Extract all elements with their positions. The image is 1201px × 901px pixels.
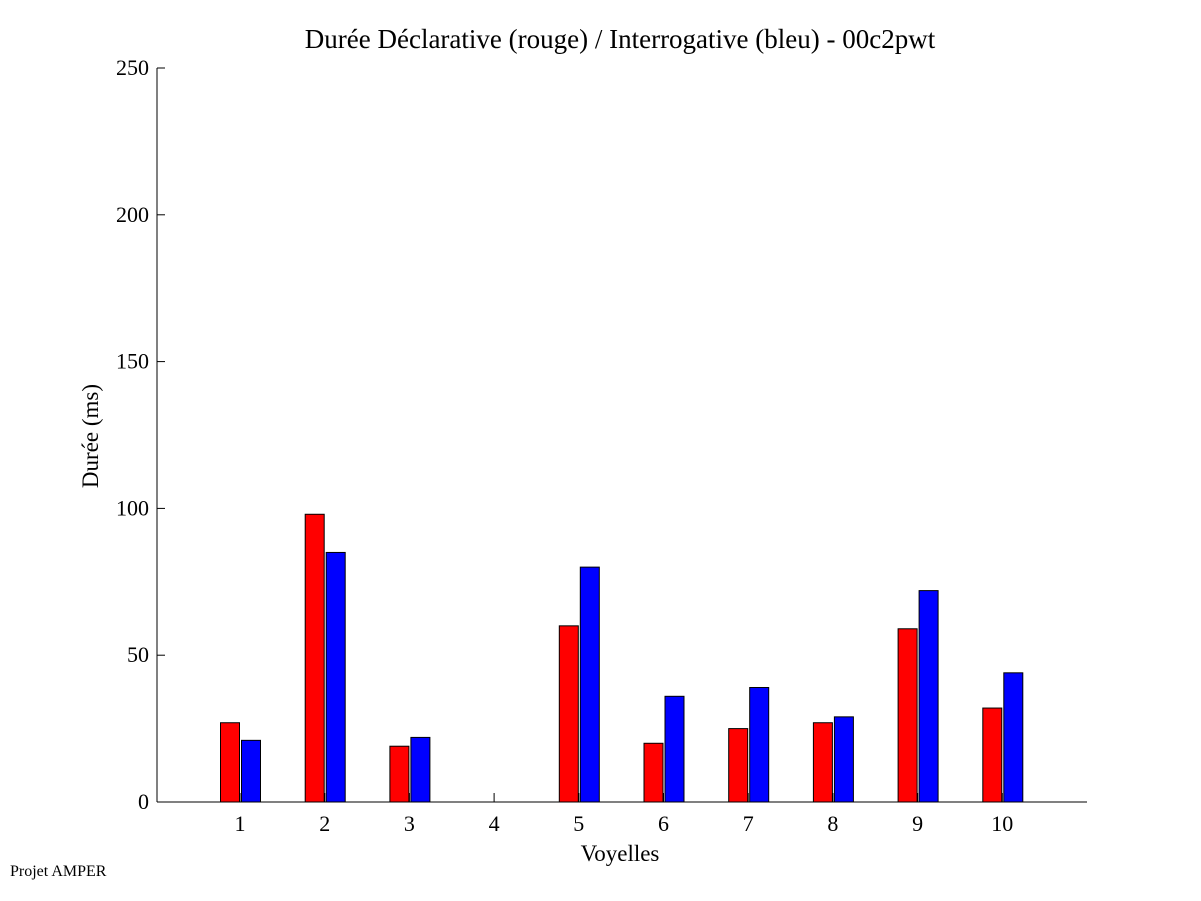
bar-interrogative xyxy=(241,739,261,803)
y-tick-label: 250 xyxy=(116,55,149,80)
bar-declarative xyxy=(220,722,240,803)
bar-declarative xyxy=(728,728,749,803)
bar-interrogative xyxy=(410,736,431,803)
y-tick-label: 200 xyxy=(116,202,149,227)
x-tick-label: 10 xyxy=(991,811,1013,836)
x-tick-label: 3 xyxy=(404,811,415,836)
x-tick-label: 2 xyxy=(319,811,330,836)
bar-declarative xyxy=(982,707,1003,803)
x-axis-label: Voyelles xyxy=(581,841,660,866)
bar-declarative xyxy=(812,722,833,803)
plot-area: 0 50 100 150 200 250 1 2 3 4 5 6 7 8 9 10 xyxy=(116,55,1087,836)
y-tick-label: 0 xyxy=(138,789,149,814)
x-tick-label: 1 xyxy=(235,811,246,836)
bar-interrogative xyxy=(749,686,770,803)
bar-declarative xyxy=(558,625,579,803)
x-tick-label: 8 xyxy=(827,811,838,836)
y-axis-label: Durée (ms) xyxy=(78,384,103,488)
x-tick-label: 6 xyxy=(658,811,669,836)
x-tick-label: 9 xyxy=(912,811,923,836)
y-tick-label: 100 xyxy=(116,495,149,520)
bar-declarative xyxy=(643,742,664,803)
bar-interrogative xyxy=(918,590,939,803)
x-tick-label: 4 xyxy=(489,811,500,836)
y-tick-label: 50 xyxy=(127,642,149,667)
bar-interrogative xyxy=(833,716,854,803)
x-tick-label: 7 xyxy=(743,811,754,836)
bar-interrogative xyxy=(325,551,346,803)
x-tick-label: 5 xyxy=(573,811,584,836)
bar-declarative xyxy=(897,628,918,803)
bar-interrogative xyxy=(664,695,685,803)
footer-note: Projet AMPER xyxy=(10,863,107,880)
bar-declarative xyxy=(304,513,325,803)
bar-declarative xyxy=(389,745,410,803)
y-tick-label: 150 xyxy=(116,349,149,374)
chart-title: Durée Déclarative (rouge) / Interrogativ… xyxy=(305,24,936,54)
bar-interrogative xyxy=(1003,672,1024,803)
bar-interrogative xyxy=(579,566,600,803)
